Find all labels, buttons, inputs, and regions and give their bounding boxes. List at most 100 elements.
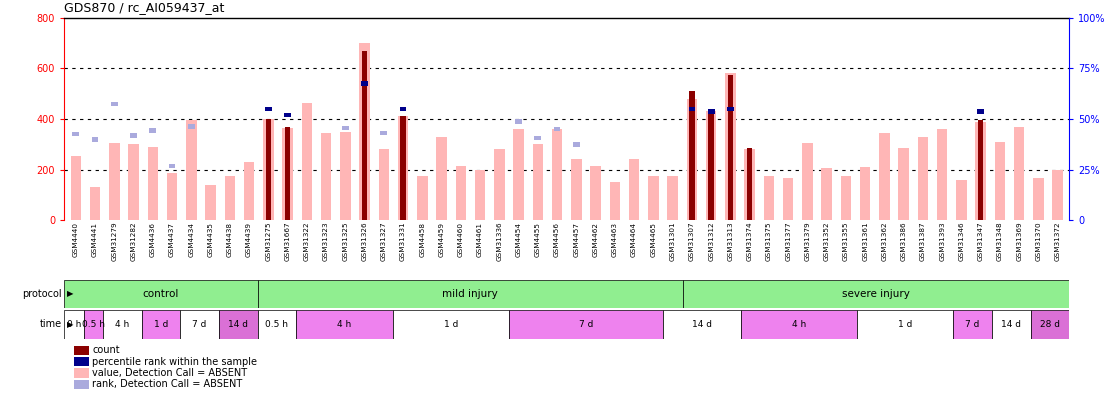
Bar xyxy=(301,103,312,220)
Bar xyxy=(708,109,715,114)
Bar xyxy=(400,107,407,111)
Text: 7 d: 7 d xyxy=(193,320,207,329)
Bar xyxy=(763,176,774,220)
Bar xyxy=(534,136,541,140)
Bar xyxy=(821,168,832,220)
Bar xyxy=(109,143,120,220)
Bar xyxy=(899,148,909,220)
Bar xyxy=(380,131,387,135)
Bar xyxy=(995,142,1005,220)
Bar xyxy=(321,133,331,220)
Bar xyxy=(856,310,953,339)
Bar xyxy=(977,109,984,114)
Bar xyxy=(283,128,293,220)
Bar xyxy=(571,160,582,220)
Bar xyxy=(992,310,1030,339)
Bar xyxy=(142,310,181,339)
Bar xyxy=(978,120,983,220)
Bar xyxy=(265,107,271,111)
Bar xyxy=(860,167,871,220)
Bar xyxy=(937,129,947,220)
Bar xyxy=(92,137,99,141)
Bar xyxy=(129,144,138,220)
Bar xyxy=(437,137,447,220)
Bar xyxy=(706,111,717,220)
Bar xyxy=(515,119,522,124)
Bar xyxy=(747,148,752,220)
Bar xyxy=(64,280,257,308)
Text: rank, Detection Call = ABSENT: rank, Detection Call = ABSENT xyxy=(92,379,243,389)
Bar xyxy=(687,99,697,220)
Bar xyxy=(72,132,79,137)
Bar xyxy=(689,91,695,220)
Text: 14 d: 14 d xyxy=(228,320,248,329)
Bar xyxy=(475,169,485,220)
Text: 14 d: 14 d xyxy=(692,320,712,329)
Bar xyxy=(150,128,156,133)
Bar xyxy=(975,122,986,220)
Bar xyxy=(573,142,579,147)
Bar xyxy=(802,143,812,220)
Bar xyxy=(266,119,271,220)
Bar xyxy=(285,127,290,220)
Bar xyxy=(147,147,158,220)
Bar xyxy=(186,120,196,220)
Text: percentile rank within the sample: percentile rank within the sample xyxy=(92,357,257,367)
Bar xyxy=(296,310,393,339)
Bar xyxy=(879,133,890,220)
Bar xyxy=(667,176,678,220)
Bar xyxy=(727,107,733,111)
Text: 1 d: 1 d xyxy=(897,320,912,329)
Text: 28 d: 28 d xyxy=(1040,320,1060,329)
Bar xyxy=(708,111,714,220)
Bar xyxy=(1033,179,1044,220)
Text: value, Detection Call = ABSENT: value, Detection Call = ABSENT xyxy=(92,368,247,378)
Bar xyxy=(554,127,561,131)
Bar xyxy=(74,346,89,355)
Bar xyxy=(74,380,89,389)
Bar xyxy=(83,310,103,339)
Bar xyxy=(111,101,117,106)
Bar xyxy=(103,310,142,339)
Bar xyxy=(552,129,563,220)
Bar xyxy=(362,51,367,220)
Bar xyxy=(725,74,736,220)
Bar xyxy=(205,185,216,220)
Bar xyxy=(64,310,83,339)
Bar xyxy=(393,310,509,339)
Text: 0 h: 0 h xyxy=(66,320,81,329)
Text: 14 d: 14 d xyxy=(1002,320,1022,329)
Bar xyxy=(953,310,992,339)
Text: 4 h: 4 h xyxy=(791,320,806,329)
Bar xyxy=(455,166,466,220)
Bar xyxy=(167,173,177,220)
Text: ▶: ▶ xyxy=(66,320,73,329)
Bar xyxy=(494,149,504,220)
Bar xyxy=(379,149,389,220)
Text: ▶: ▶ xyxy=(66,289,73,298)
Bar xyxy=(509,310,664,339)
Bar xyxy=(398,116,409,220)
Bar xyxy=(1030,310,1069,339)
Bar xyxy=(359,43,370,220)
Bar xyxy=(513,129,524,220)
Bar xyxy=(168,164,175,168)
Bar xyxy=(188,124,195,129)
Text: time: time xyxy=(40,319,62,329)
Bar xyxy=(74,368,89,378)
Bar xyxy=(648,176,658,220)
Bar xyxy=(745,149,755,220)
Bar xyxy=(131,133,137,138)
Bar xyxy=(1014,127,1025,220)
Text: severe injury: severe injury xyxy=(842,289,910,299)
Bar xyxy=(591,166,601,220)
Bar xyxy=(181,310,219,339)
Bar xyxy=(340,131,350,220)
Bar xyxy=(225,176,235,220)
Bar xyxy=(841,176,851,220)
Bar xyxy=(219,310,257,339)
Bar xyxy=(917,137,929,220)
Bar xyxy=(71,156,81,220)
Text: mild injury: mild injury xyxy=(442,289,497,299)
Text: 1 d: 1 d xyxy=(154,320,168,329)
